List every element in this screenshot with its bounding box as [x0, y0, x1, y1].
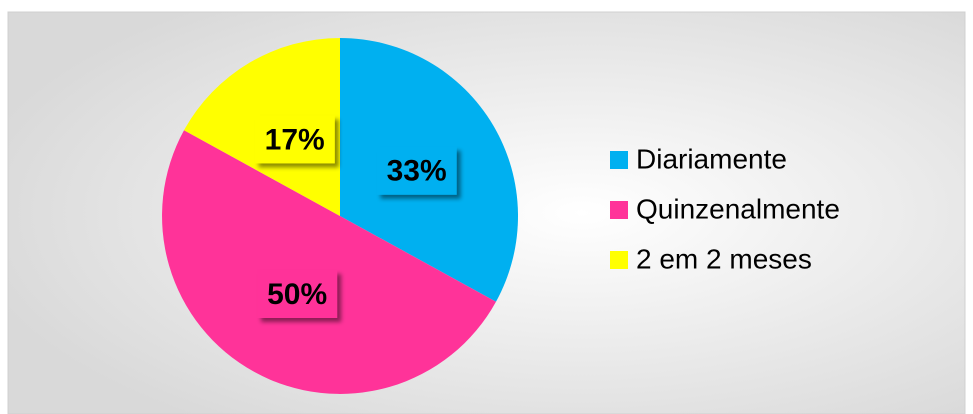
- pie-slice: [162, 130, 496, 394]
- legend-label: Quinzenalmente: [636, 193, 840, 224]
- legend-label: 2 em 2 meses: [636, 243, 812, 274]
- data-label-box: [254, 115, 335, 164]
- legend-swatch: [610, 251, 628, 269]
- data-label: 50%: [267, 278, 327, 311]
- data-label: 33%: [387, 155, 447, 188]
- data-label-box: [376, 146, 457, 195]
- legend-swatch: [610, 201, 628, 219]
- legend-swatch: [610, 151, 628, 169]
- data-label: 17%: [265, 123, 325, 156]
- legend-label: Diariamente: [636, 143, 787, 174]
- data-label-box: [257, 269, 338, 318]
